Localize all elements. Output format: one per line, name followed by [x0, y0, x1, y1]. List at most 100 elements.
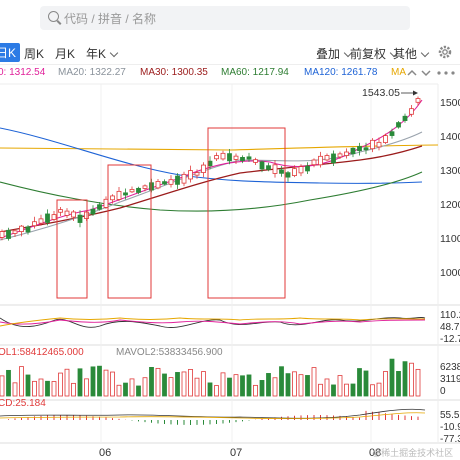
other-label: 其他 — [393, 47, 418, 61]
candle-body — [266, 165, 271, 170]
moving-average-lines — [0, 99, 439, 241]
candle-body — [6, 229, 11, 239]
volume-bar-up — [188, 369, 193, 397]
candle-body — [116, 190, 122, 200]
candle-body — [363, 147, 369, 151]
volume-bar-down — [285, 373, 291, 397]
candle-body — [292, 168, 297, 176]
candle-up — [194, 169, 200, 179]
volume-bar-down — [25, 374, 31, 397]
candle-down — [240, 155, 245, 164]
restore-dropdown[interactable]: 前复权 — [350, 45, 399, 62]
candle-down — [6, 227, 11, 241]
panel-controls — [407, 69, 455, 77]
settings-gear-icon[interactable] — [436, 43, 454, 61]
volume-bar-up — [253, 384, 258, 397]
candle-body — [194, 172, 200, 176]
candle-body — [344, 151, 349, 156]
candle-down — [136, 186, 141, 195]
candle-body — [298, 166, 304, 174]
ma120-value: MA120: 1261.78 — [304, 67, 378, 78]
volume-bar-down — [207, 382, 213, 397]
candle-body — [246, 156, 252, 160]
volume-bar-up — [32, 380, 37, 397]
candle-body — [136, 187, 141, 193]
date-tick-07: 07 — [230, 447, 243, 459]
date-tick-06: 06 — [99, 447, 112, 459]
candle-body — [38, 218, 44, 224]
volume-label: OL1:58412465.000 — [0, 347, 84, 358]
kdj-tick-top: 110.2 — [440, 310, 460, 321]
candle-up — [272, 160, 278, 178]
candle-up — [103, 196, 109, 209]
candle-body — [32, 221, 37, 227]
candle-up — [110, 194, 115, 204]
candle-body — [207, 160, 213, 167]
volume-bar-up — [38, 378, 44, 397]
candle-down — [402, 113, 408, 123]
more-icon[interactable] — [437, 71, 455, 75]
volume-bar-down — [90, 366, 96, 397]
ma120-line — [0, 127, 423, 184]
candle-body — [188, 170, 193, 180]
candle-body — [162, 181, 167, 185]
volume-bar-up — [376, 382, 382, 397]
candle-body — [0, 231, 5, 238]
tab-daily-k[interactable]: 日K — [0, 43, 21, 62]
volume-bar-up — [168, 377, 174, 397]
volume-bar-up — [415, 368, 421, 397]
overlay-dropdown[interactable]: 叠加 — [316, 45, 353, 62]
candle-body — [272, 164, 278, 174]
tab-monthly-k[interactable]: 月K — [55, 47, 76, 61]
candle-down — [45, 209, 50, 226]
candle-body — [240, 157, 245, 161]
volume-bar-up — [142, 377, 148, 397]
tab-yearly-k-dropdown[interactable]: 年K — [86, 45, 119, 62]
macd-dif-line — [0, 408, 426, 419]
candle-body — [12, 230, 18, 234]
volume-bar-down — [331, 384, 336, 397]
candle-body — [155, 181, 161, 189]
volume-bar-up — [383, 371, 388, 397]
price-tick-1200: 1200 — [440, 199, 460, 211]
tab-weekly-k[interactable]: 周K — [24, 47, 45, 61]
macd-tick-bottom: -77.3 — [440, 434, 460, 445]
watermark: @稀土掘金技术社区 — [372, 448, 454, 458]
candle-up — [409, 104, 414, 117]
candle-body — [376, 141, 382, 148]
volume-bar-up — [12, 382, 18, 397]
candle-body — [233, 155, 239, 160]
volume-bar-down — [389, 358, 395, 397]
chevron-up-icon[interactable] — [407, 69, 417, 76]
candle-down — [363, 142, 369, 155]
overlay-label: 叠加 — [316, 47, 341, 61]
candle-down — [305, 162, 310, 175]
volume-bar-down — [6, 369, 11, 397]
volume-bar-up — [409, 362, 414, 397]
candle-down — [123, 188, 128, 200]
candle-body — [58, 209, 63, 213]
candle-up — [12, 228, 18, 238]
candle-up — [51, 211, 57, 221]
macd-tick-mid: -10.9 — [440, 422, 460, 433]
candle-up — [142, 184, 148, 192]
search-input[interactable] — [64, 10, 364, 28]
candle-down — [279, 165, 284, 177]
candle-body — [77, 214, 83, 223]
chevron-down-icon[interactable] — [421, 70, 431, 77]
highlight-box-1 — [56, 199, 88, 299]
volume-bar-up — [370, 384, 375, 397]
kdj-tick-bottom: -12.7 — [440, 334, 460, 345]
candle-body — [220, 152, 226, 160]
other-dropdown[interactable]: 其他 — [393, 45, 430, 62]
candle-up — [415, 96, 421, 106]
volume-bar-down — [246, 374, 252, 397]
candle-down — [25, 225, 31, 235]
volume-bar-up — [337, 375, 343, 397]
volume-bar-down — [123, 382, 128, 397]
candle-body — [71, 211, 76, 218]
candle-up — [376, 137, 382, 151]
candle-down — [90, 205, 96, 217]
candle-body — [90, 208, 96, 215]
